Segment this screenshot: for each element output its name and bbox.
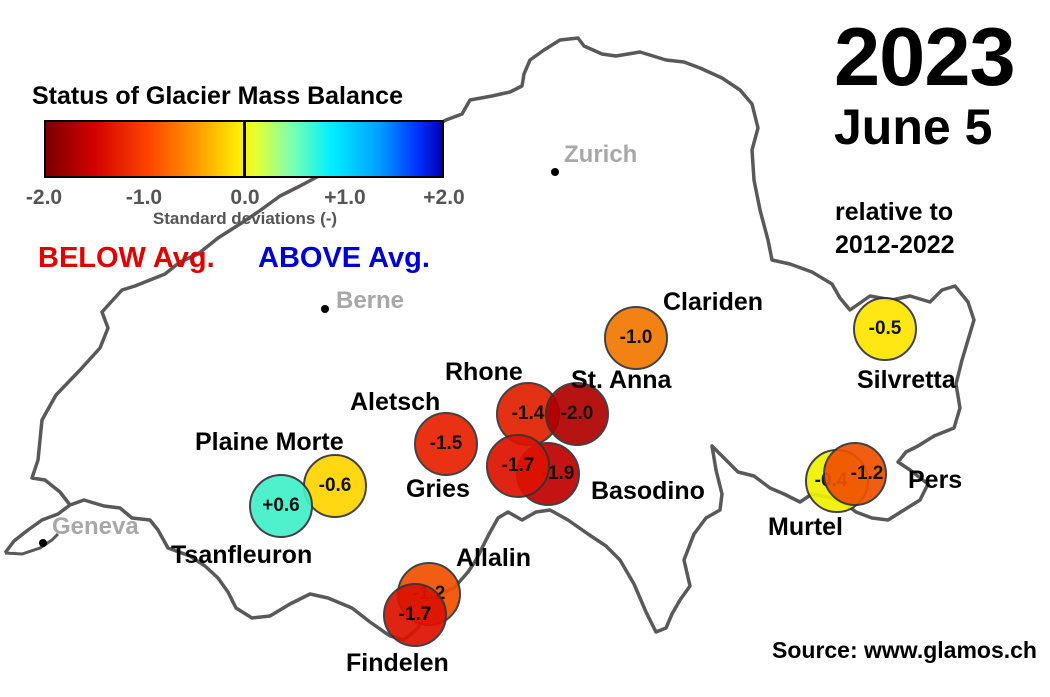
city-label-zurich: Zurich xyxy=(564,141,638,168)
legend-title: Status of Glacier Mass Balance xyxy=(32,82,403,110)
source-credit: Source: www.glamos.ch xyxy=(772,637,1037,663)
tick-label: +1.0 xyxy=(324,186,366,209)
above-average-label: ABOVE Avg. xyxy=(258,242,430,274)
glacier-value: -1.5 xyxy=(429,433,463,454)
glacier-value: -0.6 xyxy=(318,475,352,496)
glacier-value: -0.5 xyxy=(868,318,902,339)
colorbar-axis-title: Standard deviations (-) xyxy=(152,209,338,228)
berne-dot xyxy=(321,305,329,313)
city-label-geneva: Geneva xyxy=(52,513,139,540)
glacier-value: -1.7 xyxy=(501,455,535,476)
lake-line xyxy=(4,532,60,556)
glacier-marker-st-anna[interactable]: -2.0 xyxy=(545,382,609,446)
glacier-label-pers: Pers xyxy=(908,466,963,494)
city-label-berne: Berne xyxy=(336,287,405,314)
glacier-marker-clariden[interactable]: -1.0 xyxy=(604,306,668,370)
tick-label: 0.0 xyxy=(230,186,260,209)
date-title: June 5 xyxy=(834,99,993,155)
glacier-label-allalin: Allalin xyxy=(456,544,532,572)
glacier-label-plaine-morte: Plaine Morte xyxy=(195,428,344,456)
glacier-marker-findelen[interactable]: -1.7 xyxy=(383,583,447,647)
glacier-label-silvretta: Silvretta xyxy=(857,366,956,394)
glacier-label-tsanfleuron: Tsanfleuron xyxy=(171,541,313,569)
below-average-label: BELOW Avg. xyxy=(38,242,215,274)
glacier-marker-plaine-morte[interactable]: -0.6 xyxy=(303,454,367,518)
glacier-label-aletsch: Aletsch xyxy=(350,388,441,416)
glacier-value: -1.2 xyxy=(850,463,884,484)
glacier-marker-gries[interactable]: -1.7 xyxy=(486,434,550,498)
tick-label: +2.0 xyxy=(423,186,465,209)
glacier-label-murtel: Murtel xyxy=(768,513,843,541)
glacier-value: -2.0 xyxy=(560,403,594,424)
glacier-value: -1.0 xyxy=(619,327,653,348)
zurich-dot xyxy=(551,168,559,176)
glacier-marker-silvretta[interactable]: -0.5 xyxy=(853,297,917,361)
glacier-value: +0.6 xyxy=(262,495,300,516)
glacier-label-clariden: Clariden xyxy=(663,288,764,316)
glacier-marker-aletsch[interactable]: -1.5 xyxy=(414,412,478,476)
tick-label: -2.0 xyxy=(25,186,63,209)
reference-period: relative to 2012-2022 xyxy=(835,196,955,262)
glacier-label-rhone: Rhone xyxy=(445,358,523,386)
glacier-label-st-anna: St. Anna xyxy=(571,366,672,394)
glacier-label-gries: Gries xyxy=(406,475,470,503)
glacier-marker-pers[interactable]: -1.2 xyxy=(823,442,887,506)
tick-label: -1.0 xyxy=(125,186,163,209)
glacier-label-findelen: Findelen xyxy=(346,649,449,677)
glacier-marker-tsanfleuron[interactable]: +0.6 xyxy=(249,474,313,538)
glacier-label-basodino: Basodino xyxy=(591,477,705,505)
reference-line-2: 2012-2022 xyxy=(835,231,955,259)
geneva-dot xyxy=(39,539,47,547)
year-title: 2023 xyxy=(834,10,1016,103)
glacier-value: -1.7 xyxy=(398,604,432,625)
reference-line-1: relative to xyxy=(835,198,954,226)
glacier-value: -1.4 xyxy=(511,403,545,424)
colorbar-zero-line xyxy=(243,120,246,178)
